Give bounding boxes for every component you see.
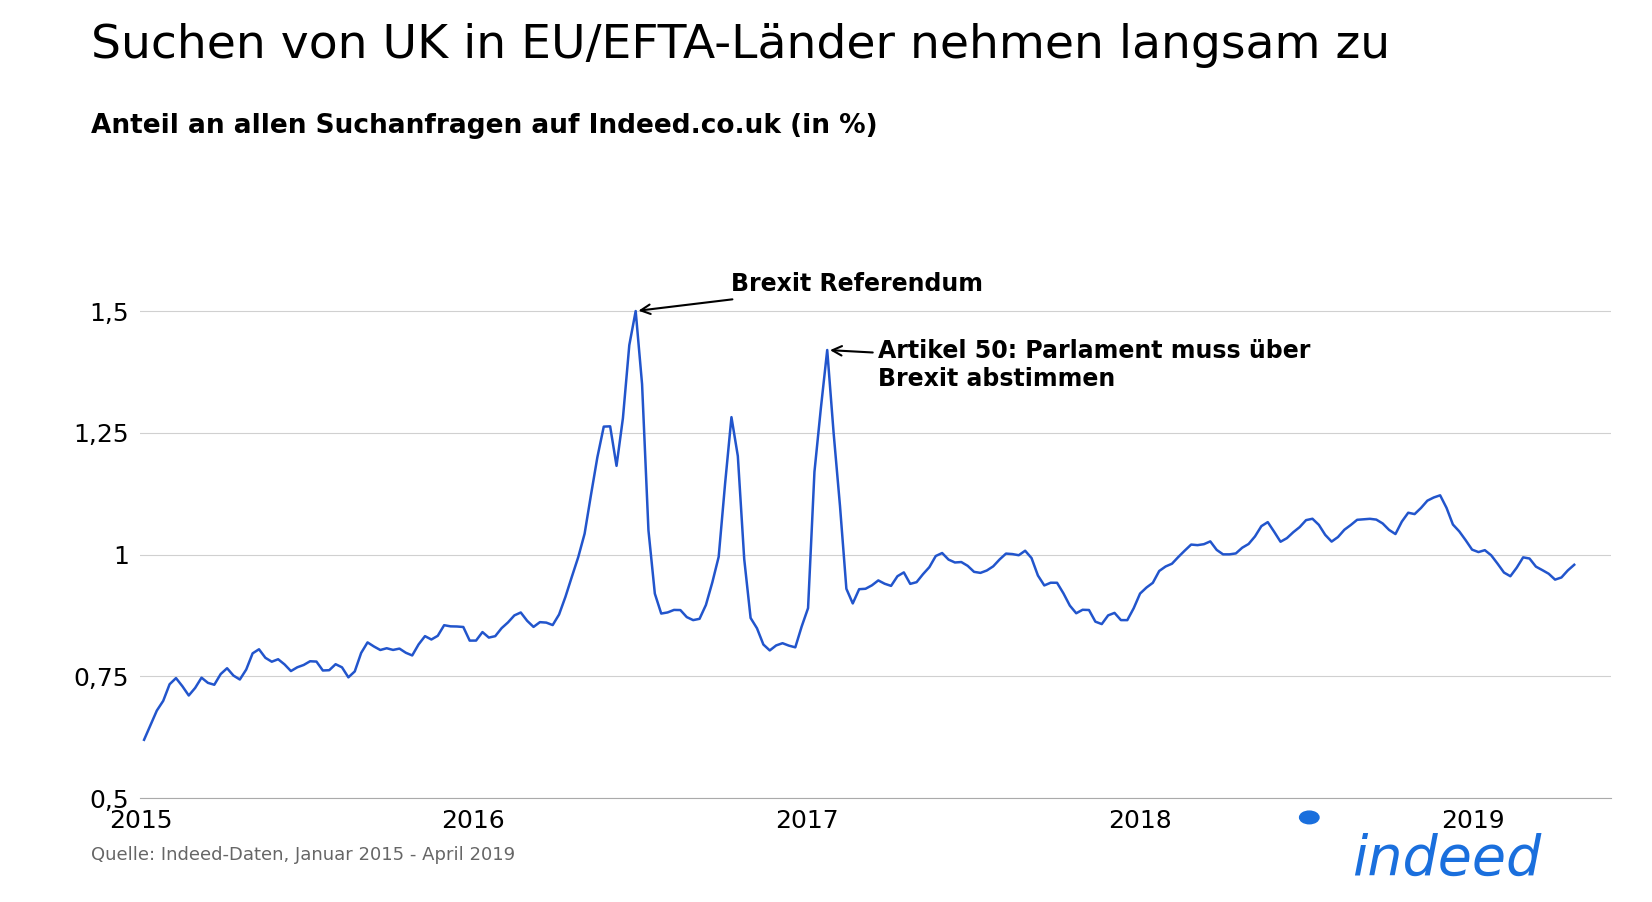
Text: Suchen von UK in EU/EFTA-Länder nehmen langsam zu: Suchen von UK in EU/EFTA-Länder nehmen l… (91, 23, 1389, 68)
Text: Brexit Referendum: Brexit Referendum (641, 272, 983, 314)
Text: indeed: indeed (1351, 833, 1541, 886)
Circle shape (1300, 811, 1318, 824)
Text: Artikel 50: Parlament muss über
Brexit abstimmen: Artikel 50: Parlament muss über Brexit a… (833, 339, 1310, 391)
Text: Anteil an allen Suchanfragen auf Indeed.co.uk (in %): Anteil an allen Suchanfragen auf Indeed.… (91, 113, 877, 139)
Text: Quelle: Indeed-Daten, Januar 2015 - April 2019: Quelle: Indeed-Daten, Januar 2015 - Apri… (91, 846, 515, 864)
